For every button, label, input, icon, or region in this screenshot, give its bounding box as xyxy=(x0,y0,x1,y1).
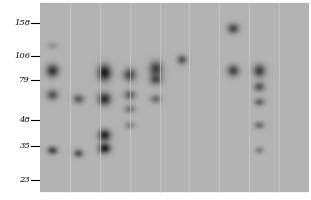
Text: 158: 158 xyxy=(14,19,30,27)
FancyBboxPatch shape xyxy=(71,3,99,192)
FancyBboxPatch shape xyxy=(160,3,188,192)
FancyBboxPatch shape xyxy=(131,3,159,192)
Text: 48: 48 xyxy=(19,116,30,124)
FancyBboxPatch shape xyxy=(250,3,278,192)
Text: 79: 79 xyxy=(19,76,30,84)
Text: 35: 35 xyxy=(19,142,30,150)
FancyBboxPatch shape xyxy=(220,3,248,192)
FancyBboxPatch shape xyxy=(40,3,309,192)
FancyBboxPatch shape xyxy=(101,3,129,192)
Text: 23: 23 xyxy=(19,176,30,184)
FancyBboxPatch shape xyxy=(280,3,308,192)
FancyBboxPatch shape xyxy=(41,3,69,192)
Text: 106: 106 xyxy=(14,52,30,60)
FancyBboxPatch shape xyxy=(190,3,218,192)
